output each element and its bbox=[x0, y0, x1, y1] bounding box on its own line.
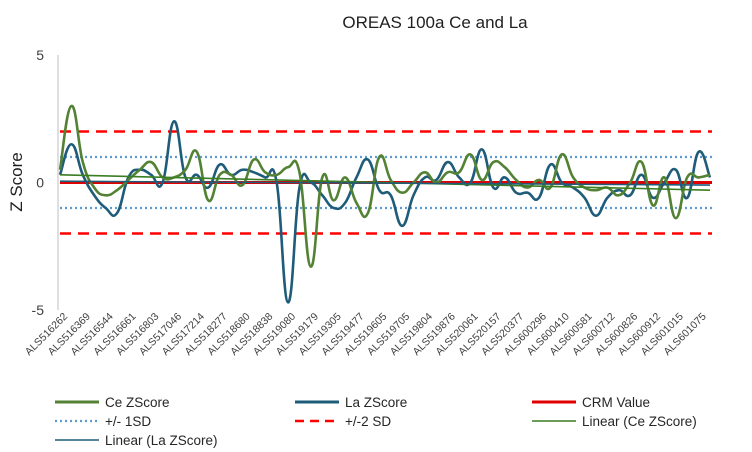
legend-ce-zscore-label: Ce ZScore bbox=[105, 395, 170, 410]
legend-crm-value-label: CRM Value bbox=[582, 395, 650, 410]
chart-title: OREAS 100a Ce and La bbox=[342, 13, 528, 32]
legend-sd1-label: +/- 1SD bbox=[105, 414, 151, 429]
legend-sd2-label: +/-2 SD bbox=[345, 414, 391, 429]
linear-la-trendline bbox=[59, 180, 711, 186]
ce-zscore-series bbox=[58, 104, 711, 268]
legend-linear-ce-label: Linear (Ce ZScore) bbox=[582, 414, 697, 429]
legend-linear-la-label: Linear (La ZScore) bbox=[105, 433, 218, 448]
y-tick-label: 5 bbox=[36, 47, 44, 63]
plot-area: 50-5ALS516262ALS516369ALS516544ALS516661… bbox=[23, 47, 712, 358]
legend: Ce ZScore La ZScore CRM Value +/- 1SD +/-2 S… bbox=[55, 395, 697, 448]
y-axis-label: Z Score bbox=[7, 152, 26, 212]
y-tick-label: 0 bbox=[36, 175, 44, 191]
y-tick-label: -5 bbox=[32, 302, 45, 318]
la-zscore-series bbox=[58, 119, 712, 304]
legend-la-zscore-label: La ZScore bbox=[345, 395, 407, 410]
